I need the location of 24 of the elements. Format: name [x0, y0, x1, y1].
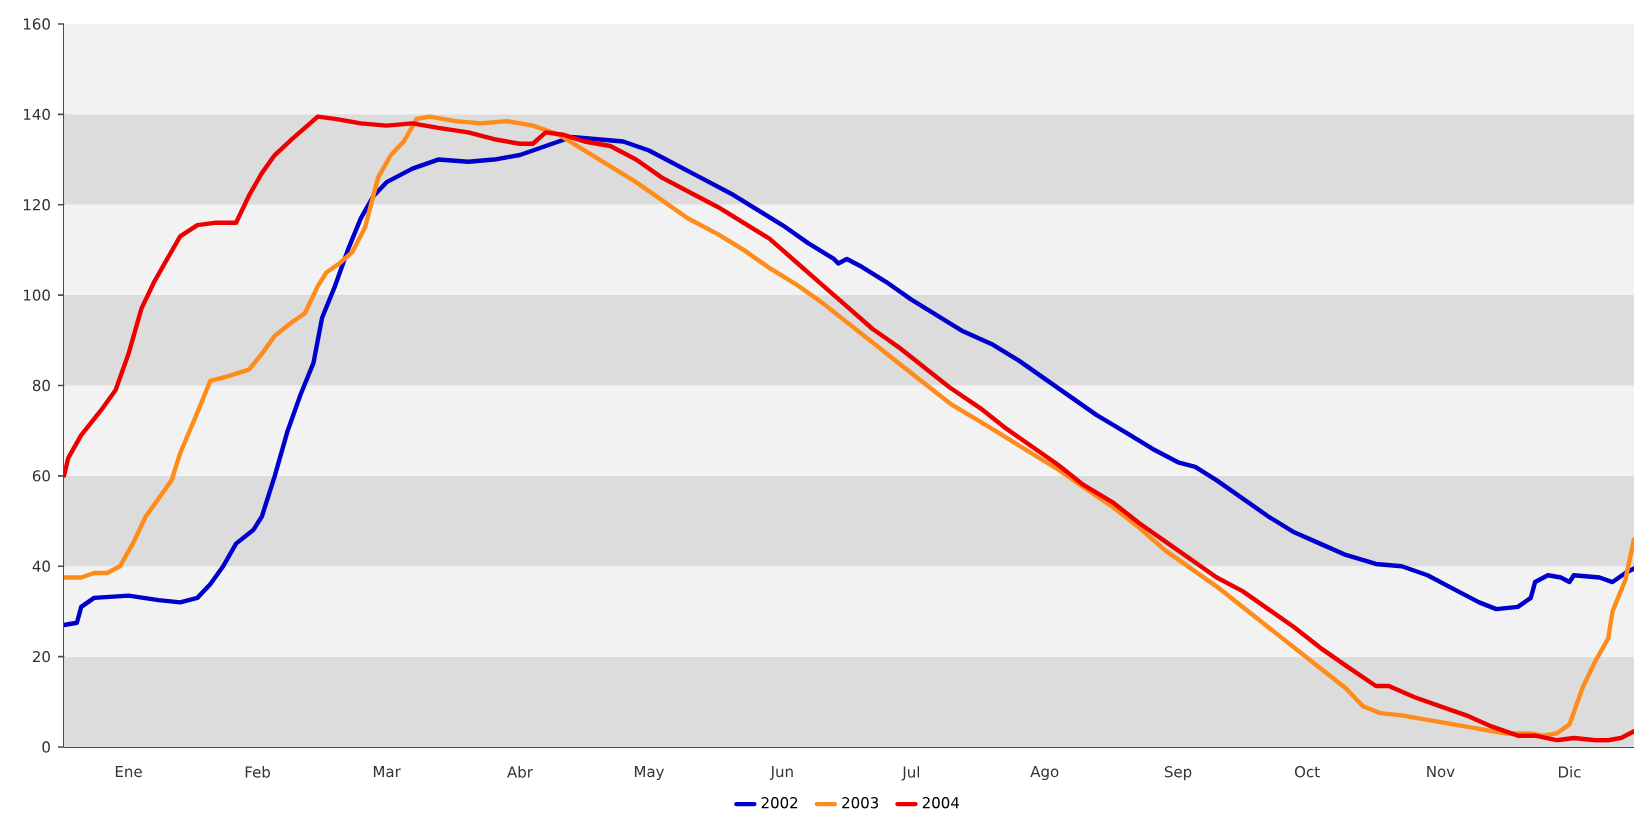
y-tick-label: 140 — [23, 108, 50, 121]
x-tick-label: Jul — [901, 766, 920, 781]
y-tick-label: 60 — [32, 470, 50, 482]
y-tick-label: 80 — [32, 379, 50, 392]
y-tick-label: 160 — [23, 18, 50, 30]
y-tick-label: 20 — [32, 650, 50, 663]
x-tick-label: Ene — [115, 766, 142, 778]
x-tick-label: Sep — [1164, 766, 1192, 781]
legend-label: 2002 — [761, 797, 798, 809]
legend-label: 2003 — [842, 797, 879, 809]
x-tick-label: Abr — [507, 766, 533, 778]
y-tick-label: 0 — [42, 741, 50, 753]
x-tick-label: May — [634, 766, 665, 781]
x-tick-label: Oct — [1294, 766, 1320, 778]
legend-label: 2004 — [922, 797, 959, 809]
x-tick-label: Dic — [1558, 766, 1581, 778]
y-tick-label: 40 — [32, 560, 50, 572]
x-tick-label: Nov — [1427, 766, 1455, 778]
x-tick-label: Ago — [1030, 766, 1059, 781]
y-tick-label: 120 — [23, 199, 50, 211]
x-tick-label: Jun — [769, 766, 793, 780]
y-tick-label: 100 — [23, 289, 50, 301]
x-tick-label: Mar — [373, 766, 401, 778]
x-tick-label: Feb — [245, 766, 271, 778]
